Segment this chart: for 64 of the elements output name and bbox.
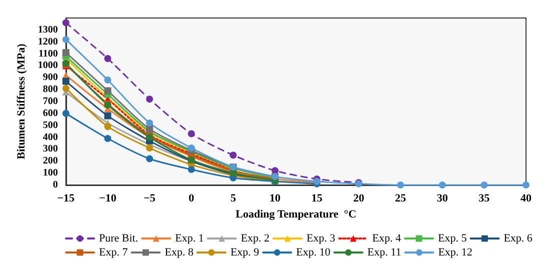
legend-label: Exp. 8 [164,246,194,258]
point [146,96,154,103]
x-tick-label: 30 [436,192,448,204]
y-axis-title: Bitumen Stiffness (MPa) [16,43,28,160]
y-tick-label: 900 [42,72,58,84]
point [62,110,70,117]
x-tick-label: 0 [188,192,195,204]
y-tick-label: 500 [42,120,58,131]
point [146,144,154,152]
point [480,182,488,188]
y-tick-label: 200 [42,156,58,167]
point [146,155,154,162]
x-axis-title: Loading Temperature °C [236,208,356,220]
point [62,36,70,43]
y-tick-label: 1300 [38,24,58,36]
y-tick-label: 100 [42,168,58,179]
point [104,112,112,120]
x-tick-label: −15 [57,192,76,204]
point [188,130,195,138]
point [146,125,154,132]
x-tick-label: 5 [230,192,236,204]
y-tick-label: 700 [42,96,58,107]
y-tick-label: 600 [42,108,58,119]
point [272,167,279,174]
point [62,78,70,85]
point [522,182,530,188]
y-tick-label: 1000 [38,60,58,72]
legend-label: Exp. 9 [230,246,260,258]
point [397,182,404,188]
y-tick-label: 1200 [38,36,58,48]
x-tick-label: 35 [478,192,490,204]
x-tick-label: 20 [353,192,365,204]
point [62,19,70,26]
x-tick-label: −5 [144,192,156,204]
x-tick-label: 40 [520,192,532,204]
x-tick-label: −10 [99,192,117,204]
legend-label: Exp. 1 [175,232,204,244]
x-tick-label: 10 [270,192,282,204]
y-tick-label: 1100 [38,48,58,60]
point [188,166,195,173]
legend-label: Exp. 11 [367,246,402,258]
y-tick-label: 0 [52,180,58,190]
point [104,76,112,84]
point [62,49,70,56]
legend-label: Exp. 12 [438,246,472,258]
x-tick-label: 15 [311,192,323,204]
x-tick-label: 25 [395,192,407,204]
y-tick-label: 300 [42,144,58,155]
legend-label: Exp. 4 [372,232,402,244]
point [104,55,112,62]
legend-label: Exp. 5 [438,232,468,244]
y-tick-label: 800 [42,84,58,96]
point [438,182,446,188]
point [146,119,154,126]
legend-label: Exp. 6 [504,232,533,244]
legend-label: Exp. 2 [240,232,270,244]
legend-label: Exp. 3 [306,232,336,244]
legend-label: Exp. 7 [99,246,128,258]
legend-label: Pure Bit. [99,232,138,244]
point [230,152,237,159]
legend-label: Exp. 10 [296,246,331,258]
y-tick-label: 400 [42,132,58,143]
point [104,134,112,142]
point [104,87,112,94]
